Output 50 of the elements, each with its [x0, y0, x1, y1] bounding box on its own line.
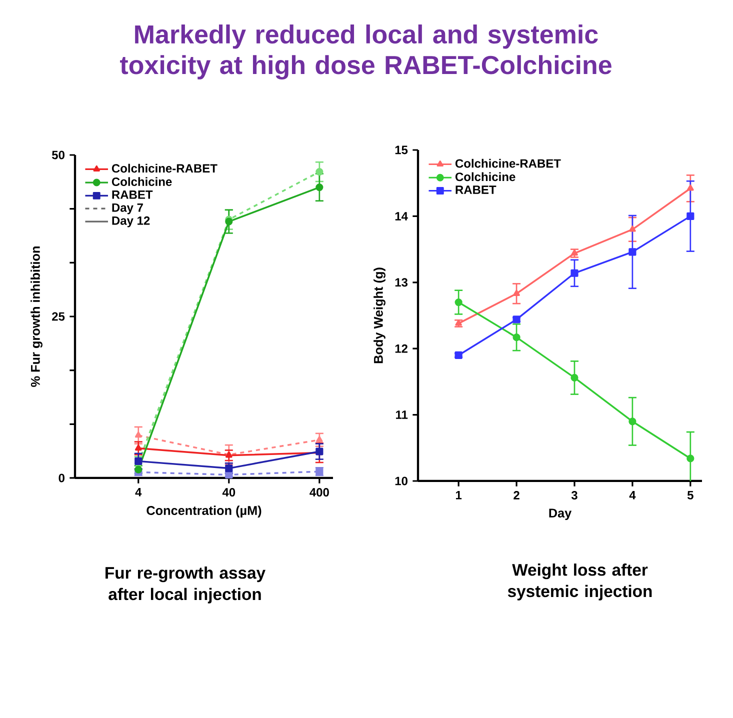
x-tick-label: 4	[629, 491, 636, 500]
point	[316, 168, 324, 176]
annotation: Day 12	[112, 216, 150, 228]
x-axis-title: Day	[549, 508, 572, 520]
point	[454, 298, 462, 306]
point	[686, 212, 694, 220]
point	[134, 444, 142, 451]
point	[628, 418, 636, 426]
x-tick-label: 4	[135, 488, 142, 496]
y-axis-title: % Fur growth inhibition	[30, 246, 42, 387]
point	[316, 183, 324, 192]
legend-label: Colchicine	[455, 172, 516, 182]
y-tick-label: 25	[52, 312, 65, 321]
point	[629, 226, 636, 232]
y-tick-label: 13	[395, 278, 408, 287]
point	[686, 184, 694, 191]
x-tick-label: 3	[571, 491, 578, 500]
x-tick-label: 1	[456, 491, 462, 500]
point	[225, 464, 233, 472]
point	[316, 436, 323, 442]
legend-label: RABET	[456, 186, 496, 194]
y-tick-label: 15	[395, 146, 408, 154]
point	[570, 269, 578, 277]
point	[513, 290, 520, 296]
chart-title: Markedly reduced local and systemic toxicity at high dose RABET-Colchicine	[120, 24, 612, 80]
y-tick-label: 50	[52, 150, 64, 160]
x-tick-label: 2	[514, 491, 520, 500]
y-tick-label: 14	[395, 212, 408, 220]
text: Fur re-growth assay after local injection	[106, 566, 266, 604]
y-tick-label: 11	[396, 410, 408, 419]
x-tick-label: 400	[310, 488, 329, 497]
point	[134, 432, 142, 438]
x-tick-label: 5	[687, 491, 694, 500]
y-tick-label: 10	[395, 476, 408, 486]
y-axis-title: Body Weight (g)	[374, 268, 386, 364]
point	[686, 454, 694, 462]
point	[512, 334, 520, 342]
point	[570, 374, 578, 382]
point	[571, 249, 578, 256]
annotation: Day 7	[112, 203, 143, 214]
y-tick-label: 0	[58, 474, 64, 482]
point	[628, 248, 636, 256]
legend-label: Colchicine-RABET	[112, 164, 218, 173]
y-tick-label: 12	[395, 344, 408, 353]
text: Weight loss after systemic injection	[508, 564, 652, 600]
legend-label: Colchicine	[112, 177, 172, 186]
legend-label: RABET	[112, 190, 153, 199]
x-axis-title: Concentration (µM)	[146, 506, 262, 518]
x-tick-label: 40	[222, 488, 236, 497]
legend-label: Colchicine-RABET	[455, 158, 561, 168]
